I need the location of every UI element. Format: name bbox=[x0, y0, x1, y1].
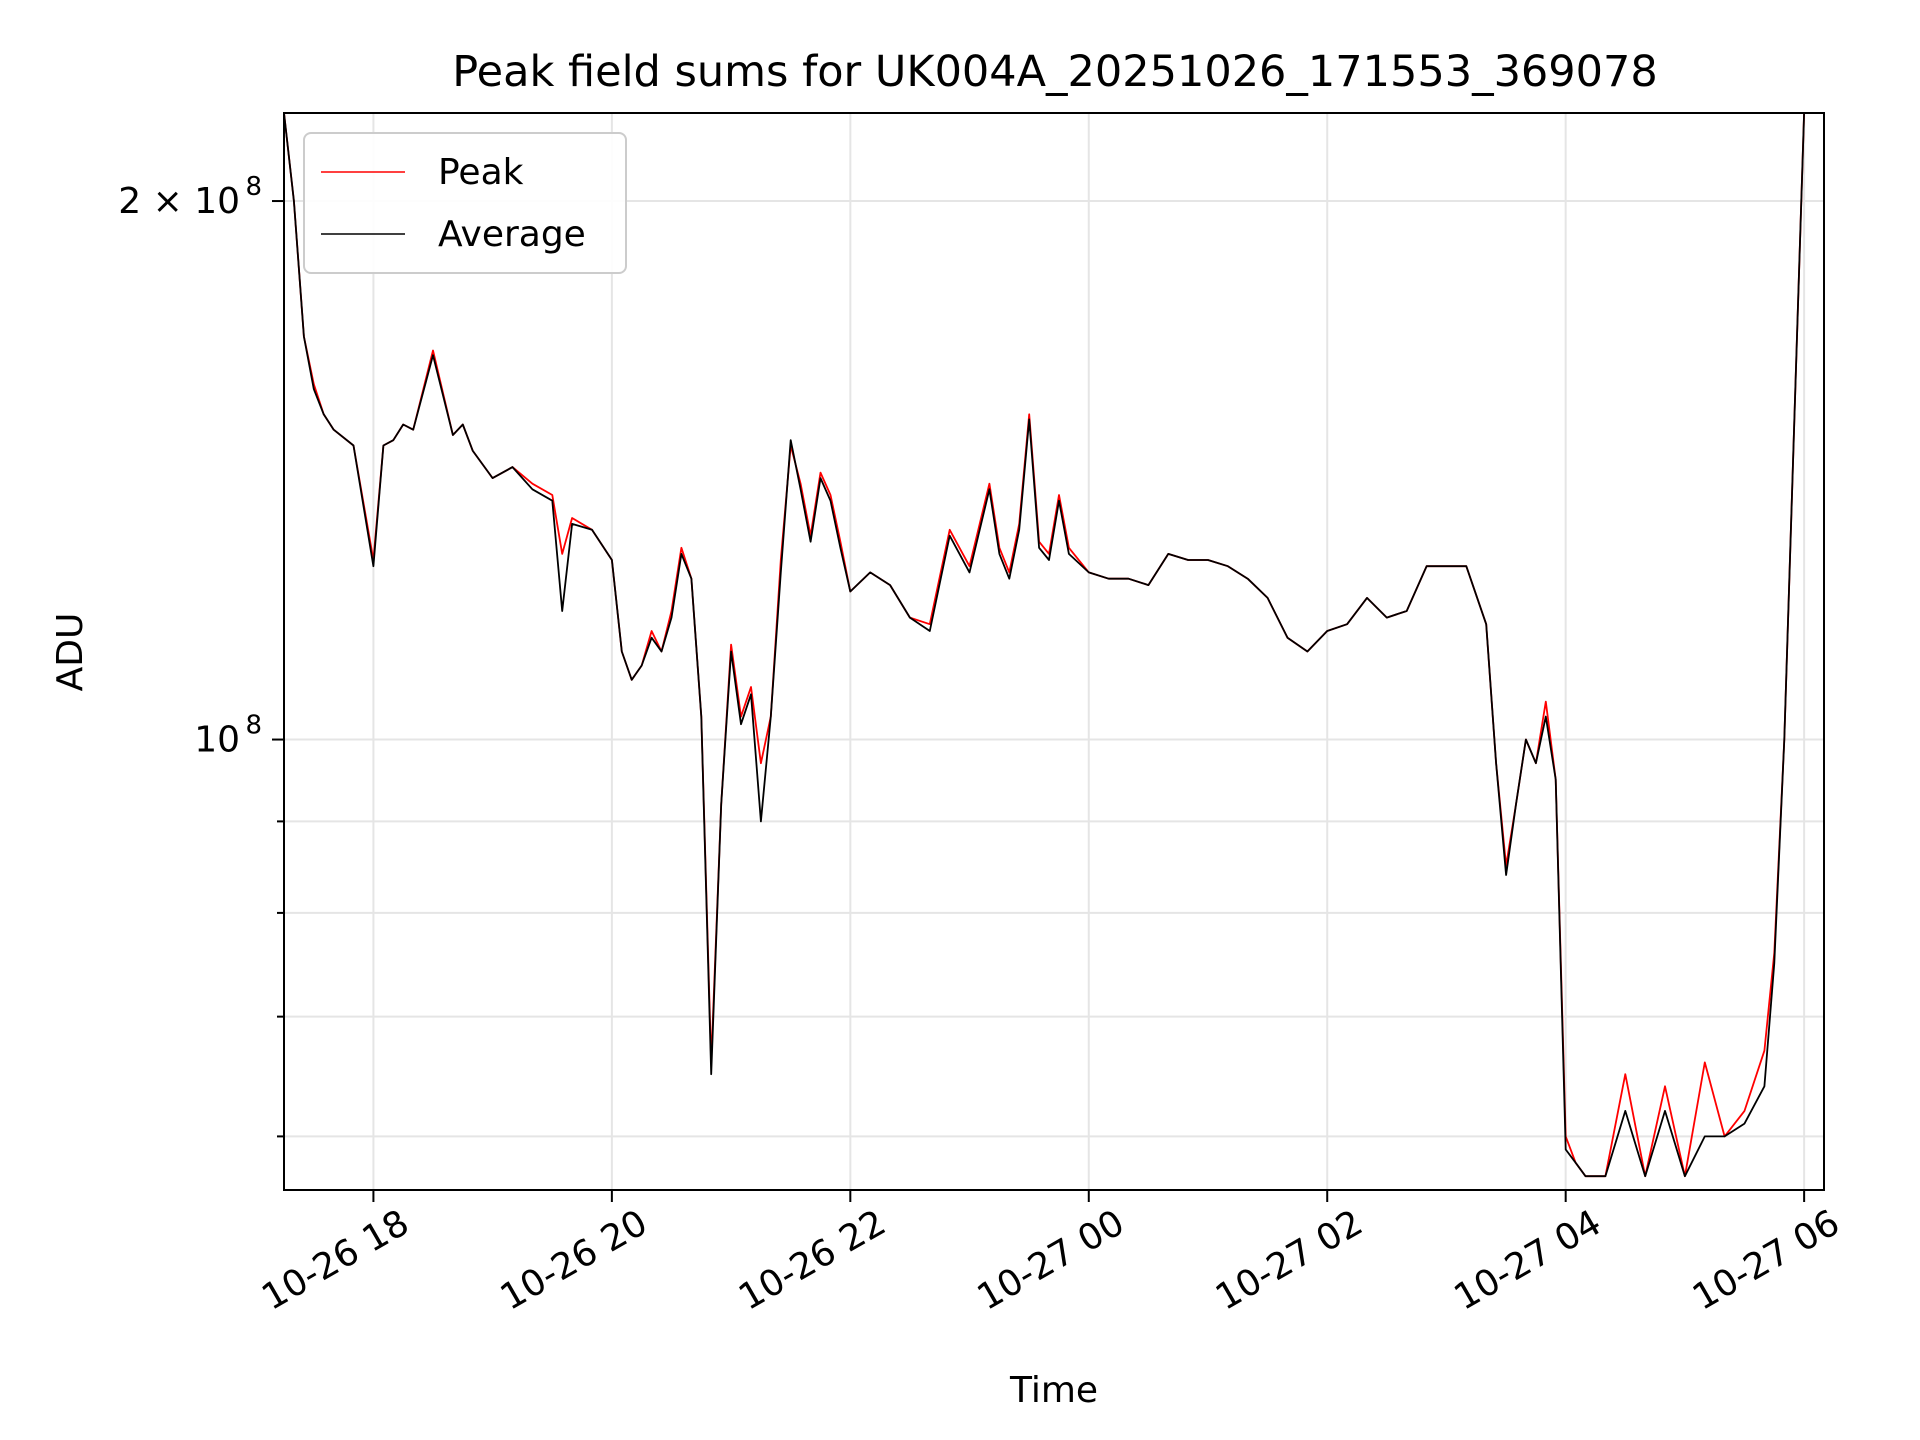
x-axis-label: Time bbox=[1009, 1370, 1098, 1411]
chart-title: Peak field sums for UK004A_20251026_1715… bbox=[452, 47, 1657, 97]
y-axis-ticks: 10 82 × 10 8 bbox=[118, 172, 284, 1138]
y-axis-label: ADU bbox=[50, 613, 91, 692]
y-tick-exponent: 8 bbox=[245, 711, 262, 741]
plot-frame bbox=[283, 112, 1825, 1191]
legend-label-average: Average bbox=[438, 214, 586, 255]
y-tick-label: 10 bbox=[194, 720, 240, 761]
legend-box bbox=[303, 132, 627, 274]
grid-lines bbox=[284, 113, 1824, 1190]
plot-series bbox=[283, 112, 1805, 1178]
legend-label-peak: Peak bbox=[438, 152, 524, 193]
legend: Peak Average bbox=[303, 132, 627, 274]
y-tick-label: 2 × 10 bbox=[118, 181, 240, 222]
series-line-peak bbox=[283, 112, 1805, 1178]
y-tick-exponent: 8 bbox=[245, 172, 262, 202]
series-line-average bbox=[283, 112, 1805, 1178]
